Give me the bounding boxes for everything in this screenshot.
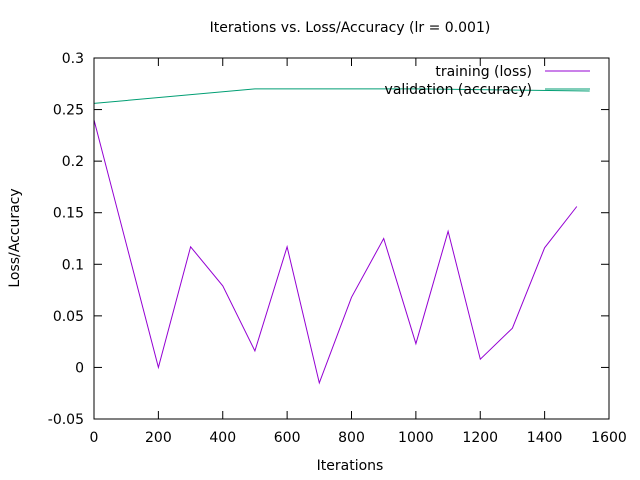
y-tick-label: 0.25 bbox=[53, 103, 84, 119]
y-tick-label: 0.2 bbox=[62, 154, 84, 170]
series-line-1 bbox=[93, 88, 590, 104]
series-line-0 bbox=[93, 119, 578, 385]
y-tick-label: 0.05 bbox=[53, 309, 84, 325]
y-axis-label: Loss/Accuracy bbox=[7, 188, 23, 287]
legend-label: training (loss) bbox=[435, 64, 532, 80]
legend: training (loss) validation (accuracy) bbox=[385, 64, 590, 98]
axis-ticks: -0.05 0 0.05 0.1 0.15 0.2 0.25 0.3 0 200 400 600 800… bbox=[48, 51, 627, 446]
y-tick-label: 0 bbox=[75, 360, 84, 376]
series-lines bbox=[93, 88, 590, 385]
legend-label: validation (accuracy) bbox=[385, 82, 532, 98]
x-tick-label: 0 bbox=[90, 430, 99, 446]
plot-frame bbox=[93, 57, 610, 420]
y-tick-label: -0.05 bbox=[48, 412, 84, 428]
chart-title: Iterations vs. Loss/Accuracy (lr = 0.001… bbox=[210, 20, 491, 36]
x-tick-label: 1200 bbox=[462, 430, 498, 446]
x-tick-label: 600 bbox=[274, 430, 301, 446]
y-tick-label: 0.1 bbox=[62, 257, 84, 273]
x-axis-label: Iterations bbox=[317, 458, 384, 474]
y-tick-label: 0.15 bbox=[53, 206, 84, 222]
y-tick-label: 0.3 bbox=[62, 51, 84, 67]
x-tick-label: 1600 bbox=[591, 430, 627, 446]
x-tick-label: 1000 bbox=[398, 430, 434, 446]
x-tick-label: 400 bbox=[209, 430, 236, 446]
x-tick-label: 1400 bbox=[527, 430, 563, 446]
x-tick-label: 800 bbox=[338, 430, 365, 446]
x-tick-label: 200 bbox=[145, 430, 172, 446]
